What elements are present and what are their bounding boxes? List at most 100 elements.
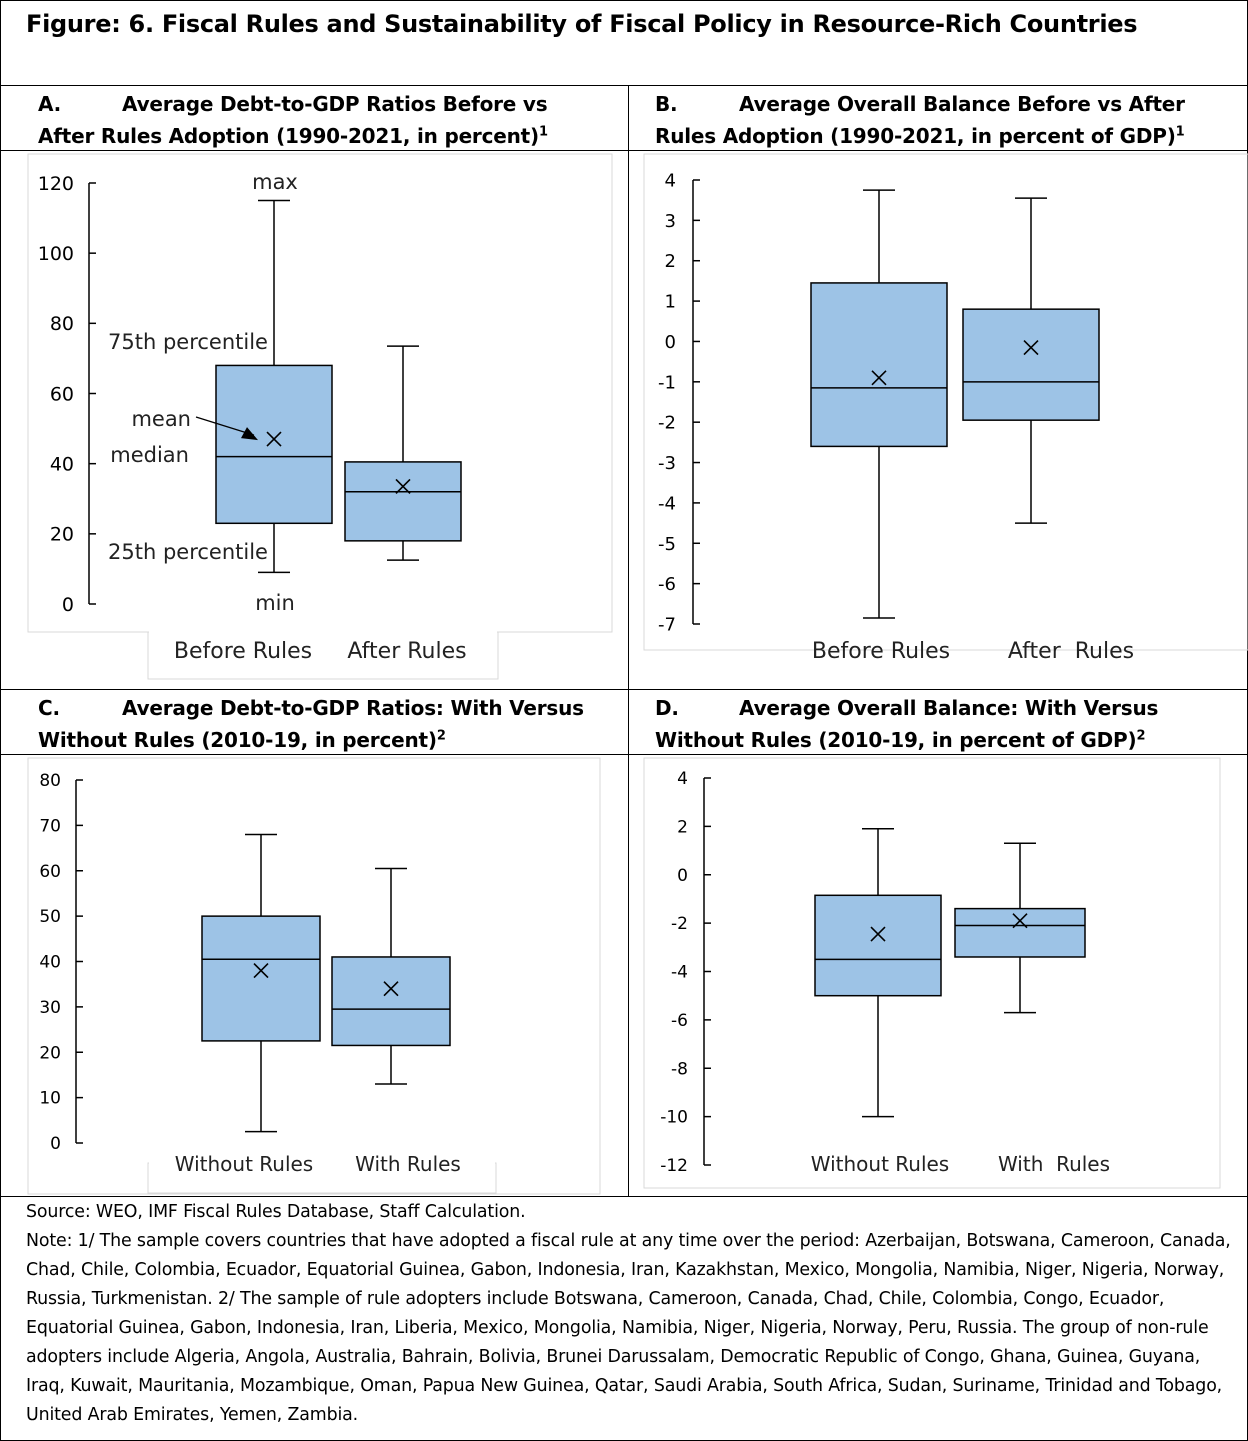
category-label-c: Without Rules — [175, 1152, 313, 1176]
chart-panel-a: 0 20 40 60 80 100 120 Before Rules After Rules — [27, 153, 613, 680]
source-text: Source: WEO, IMF Fiscal Rules Database, … — [26, 1202, 526, 1222]
plot-area-b — [643, 153, 1248, 651]
box-c-2 — [331, 867, 451, 1085]
y-tick-label-c: 0 — [50, 1134, 61, 1154]
y-tick-label-c: 10 — [39, 1089, 61, 1109]
y-tick-label-b: -1 — [658, 372, 676, 393]
annotation-max: max — [252, 170, 298, 194]
y-tick-label-a: 60 — [50, 383, 74, 405]
mean-marker — [871, 370, 887, 386]
iqr-box — [331, 956, 451, 1047]
y-tick-label-d: 2 — [677, 817, 688, 837]
y-tick-label-c: 80 — [39, 771, 61, 791]
annotations-panel-a: max 75th percentile mean median 25th percent… — [108, 170, 298, 615]
divider-row2-header — [0, 754, 1248, 755]
iqr-box — [215, 364, 333, 525]
mean-marker — [266, 431, 282, 447]
y-tick-label-c: 40 — [39, 953, 61, 973]
mean-marker — [870, 926, 886, 942]
annotation-min: min — [255, 591, 295, 615]
y-tick-label-b: -5 — [658, 534, 676, 555]
divider-middle — [0, 689, 1248, 690]
y-tick-label-b: -4 — [658, 493, 676, 514]
note-text: Note: 1/ The sample covers countries tha… — [26, 1231, 1231, 1425]
y-tick-label-d: -4 — [671, 963, 688, 983]
mean-marker — [1012, 913, 1028, 929]
mean-arrow-head — [241, 427, 258, 441]
panel-c-title: C. Average Debt-to-GDP Ratios: With Versu… — [38, 692, 584, 756]
y-tick-label-c: 50 — [39, 907, 61, 927]
category-label-b: Before Rules — [812, 639, 950, 664]
iqr-box — [962, 308, 1100, 421]
panel-a-letter: A. — [38, 92, 62, 116]
plot-area-c — [27, 757, 601, 1195]
box-b-1 — [810, 189, 948, 619]
iqr-box — [954, 907, 1086, 958]
annotation-median: median — [110, 443, 189, 467]
iqr-box — [344, 461, 462, 542]
box-d-2 — [954, 842, 1086, 1014]
category-label-c: With Rules — [355, 1152, 461, 1176]
divider-top — [0, 85, 1248, 86]
mean-marker — [1023, 339, 1039, 356]
footnote: Source: WEO, IMF Fiscal Rules Database, … — [26, 1198, 1236, 1430]
category-label-a: After Rules — [347, 639, 466, 664]
y-tick-label-c: 70 — [39, 816, 61, 836]
iqr-box — [814, 894, 942, 997]
box-c-1 — [201, 833, 321, 1133]
chart-panel-d: -12 -10 -8 -6 -4 -2 0 2 4 Without Rules With Rules — [643, 757, 1221, 1189]
panel-b-title: B. Average Overall Balance Before vs Afte… — [655, 88, 1185, 152]
y-tick-label-b: -7 — [658, 614, 676, 635]
box-d-1 — [814, 828, 942, 1118]
category-label-b: After Rules — [1008, 639, 1134, 664]
y-tick-label-a: 80 — [50, 313, 74, 335]
y-tick-label-a: 20 — [50, 524, 74, 546]
divider-vertical — [628, 85, 629, 1196]
category-label-d: Without Rules — [811, 1152, 949, 1176]
y-tick-label-d: -10 — [660, 1108, 688, 1128]
divider-footer — [0, 1196, 1248, 1197]
y-tick-label-a: 100 — [38, 243, 74, 265]
divider-row1-header — [0, 150, 1248, 151]
y-tick-label-b: 0 — [665, 332, 676, 353]
category-label-a: Before Rules — [174, 639, 312, 664]
y-tick-label-d: -12 — [660, 1156, 688, 1176]
y-tick-label-d: -6 — [671, 1011, 688, 1031]
plot-area-d — [643, 757, 1221, 1189]
annotation-75th-percentile: 75th percentile — [108, 330, 268, 354]
y-tick-label-d: 0 — [677, 866, 688, 886]
y-tick-label-b: -6 — [658, 574, 676, 595]
category-label-d: With Rules — [998, 1152, 1110, 1176]
chart-panel-c: 0 10 20 30 40 50 60 70 80 Without Rules With Rules — [27, 757, 601, 1195]
mean-marker — [383, 981, 399, 997]
y-tick-label-b: 2 — [665, 251, 676, 272]
box-b-2 — [962, 197, 1100, 524]
y-tick-label-d: -8 — [671, 1059, 688, 1079]
y-tick-label-a: 120 — [38, 173, 74, 195]
y-tick-label-a: 40 — [50, 454, 74, 476]
y-tick-label-b: -2 — [658, 413, 676, 434]
y-tick-label-d: -2 — [671, 914, 688, 934]
y-tick-label-d: 4 — [677, 769, 688, 789]
mean-marker — [253, 963, 269, 979]
y-tick-label-c: 20 — [39, 1043, 61, 1063]
box-a-1 — [215, 199, 333, 574]
y-tick-label-b: 3 — [665, 211, 676, 232]
y-tick-label-b: 1 — [665, 292, 676, 313]
panel-b-letter: B. — [655, 92, 678, 116]
panel-d-title: D. Average Overall Balance: With Versus W… — [655, 692, 1158, 756]
chart-panel-b: -7 -6 -5 -4 -3 -2 -1 0 1 2 3 4 Before Rules After Rul… — [643, 153, 1248, 664]
y-tick-label-c: 30 — [39, 998, 61, 1018]
y-tick-label-c: 60 — [39, 862, 61, 882]
annotation-25th-percentile: 25th percentile — [108, 540, 268, 564]
y-tick-label-b: 4 — [665, 170, 676, 191]
annotation-mean: mean — [131, 407, 191, 431]
figure-title: Figure: 6. Fiscal Rules and Sustainabili… — [26, 10, 1138, 38]
y-tick-label-b: -3 — [658, 453, 676, 474]
y-tick-label-a: 0 — [62, 594, 74, 616]
panel-c-letter: C. — [38, 696, 60, 720]
iqr-box — [810, 282, 948, 448]
box-a-2 — [344, 345, 462, 561]
panel-a-title: A. Average Debt-to-GDP Ratios Before vs A… — [38, 88, 548, 152]
